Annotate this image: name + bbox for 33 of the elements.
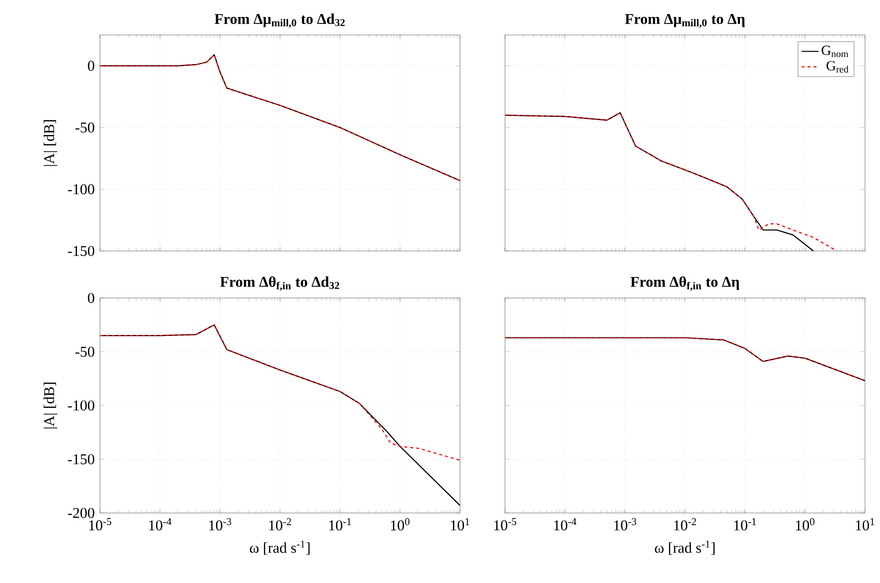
x-tick-label: 10$^{0}$ [796,518,814,530]
y-tick-label: -150 [68,454,94,464]
x-tick-label: 10$^{-4}$ [149,518,172,530]
y-tick-label: 0 [88,292,94,304]
y-tick-label: -50 [75,346,94,357]
x-tick-label: 10$^{-3}$ [614,518,636,530]
legend-label: G$_{red}$ [826,61,848,73]
y-tick-label: 0 [88,60,94,71]
y-axis-title: |A| [dB] [44,120,58,166]
x-tick-label: 10$^{1}$ [856,518,874,530]
y-axis-title: |A| [dB] [44,382,58,428]
chart-title: From Δμ$_{mill,0}$ to Δη [624,14,745,28]
x-tick-label: 10$^{-5}$ [89,518,112,530]
x-tick-label: 10$^{-4}$ [554,518,576,530]
y-tick-label: -100 [68,184,94,194]
x-tick-label: 10$^{-5}$ [494,518,516,530]
x-tick-label: 10$^{-2}$ [269,518,292,530]
y-tick-label: -150 [68,246,94,256]
chart-title: From Δθ$_{f,in}$ to Δη [630,276,740,291]
x-tick-label: 10$^{-1}$ [329,518,351,530]
chart-title: From Δθ$_{f,in}$ to Δd$_{32}$ [220,276,340,291]
x-tick-label: 10$^{1}$ [450,518,470,530]
x-axis-title: ω [rad s$^{-1}$] [654,540,715,555]
legend-label: G$_{nom}$ [822,46,848,58]
y-tick-label: -100 [68,400,94,411]
chart-title: From Δμ$_{mill,0}$ to Δd$_{32}$ [214,14,345,28]
x-axis-title: ω [rad s$^{-1}$] [250,540,310,555]
y-tick-label: -200 [68,508,94,518]
x-tick-label: 10$^{-2}$ [674,518,696,530]
y-tick-label: -50 [75,122,94,133]
x-tick-label: 10$^{-3}$ [209,518,232,530]
x-tick-label: 10$^{0}$ [390,518,410,530]
x-tick-label: 10$^{-1}$ [734,518,756,530]
